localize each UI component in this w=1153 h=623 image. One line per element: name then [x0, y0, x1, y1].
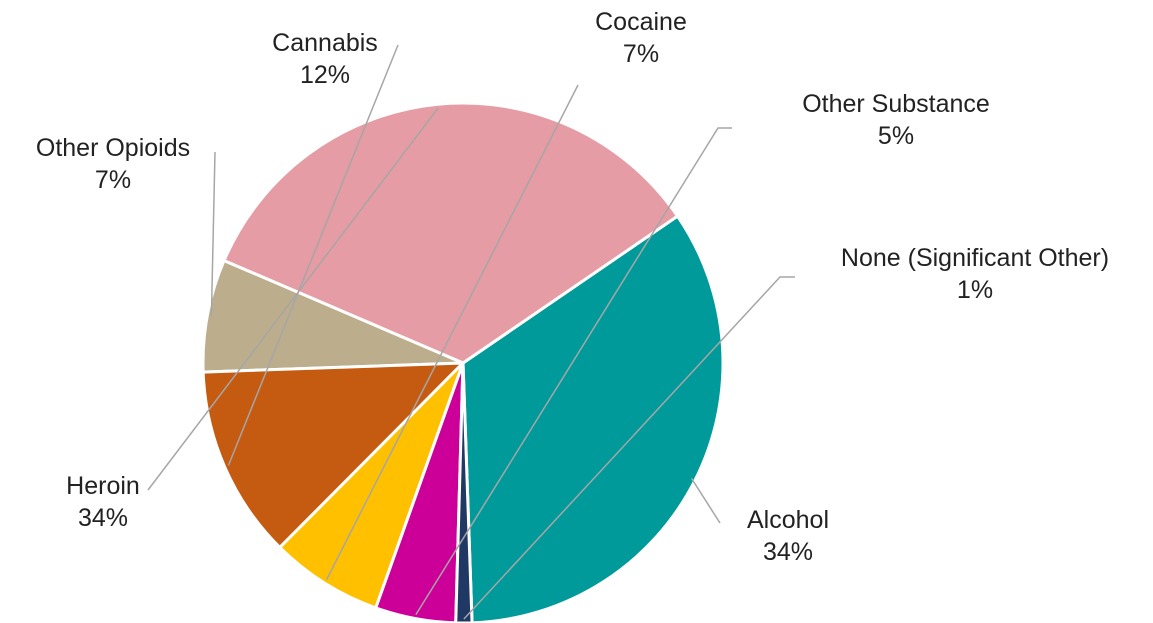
label-cocaine-name: Cocaine	[595, 8, 687, 36]
leader-line-none-significant-other	[463, 276, 795, 620]
pie-slices	[201, 101, 725, 623]
label-alcohol-name: Alcohol	[747, 506, 829, 534]
label-other-substance-value: 5%	[878, 122, 914, 150]
leader-line-cocaine	[325, 84, 579, 580]
slice-other-opioids	[201, 259, 465, 374]
leader-line-alcohol	[690, 477, 721, 524]
label-none-significant-other-name: None (Significant Other)	[841, 244, 1109, 272]
label-other-opioids-value: 7%	[95, 166, 131, 194]
label-other-opioids-name: Other Opioids	[36, 134, 190, 162]
label-other-substance-name: Other Substance	[802, 90, 990, 118]
leader-line-other-opioids	[210, 151, 216, 316]
leader-lines	[147, 44, 795, 620]
label-heroin-value: 34%	[78, 504, 128, 532]
leader-line-cannabis	[227, 44, 399, 466]
label-heroin-name: Heroin	[66, 472, 140, 500]
leader-line-other-substance	[415, 127, 732, 615]
slice-alcohol	[461, 214, 725, 623]
label-cannabis-name: Cannabis	[272, 29, 378, 57]
label-cocaine-value: 7%	[623, 40, 659, 68]
slice-heroin	[222, 101, 680, 365]
label-alcohol-value: 34%	[763, 538, 813, 566]
slice-cannabis	[201, 361, 465, 549]
label-none-significant-other-value: 1%	[957, 276, 993, 304]
slice-cocaine	[278, 361, 465, 610]
leader-line-heroin	[147, 107, 439, 491]
label-cannabis-value: 12%	[300, 61, 350, 89]
